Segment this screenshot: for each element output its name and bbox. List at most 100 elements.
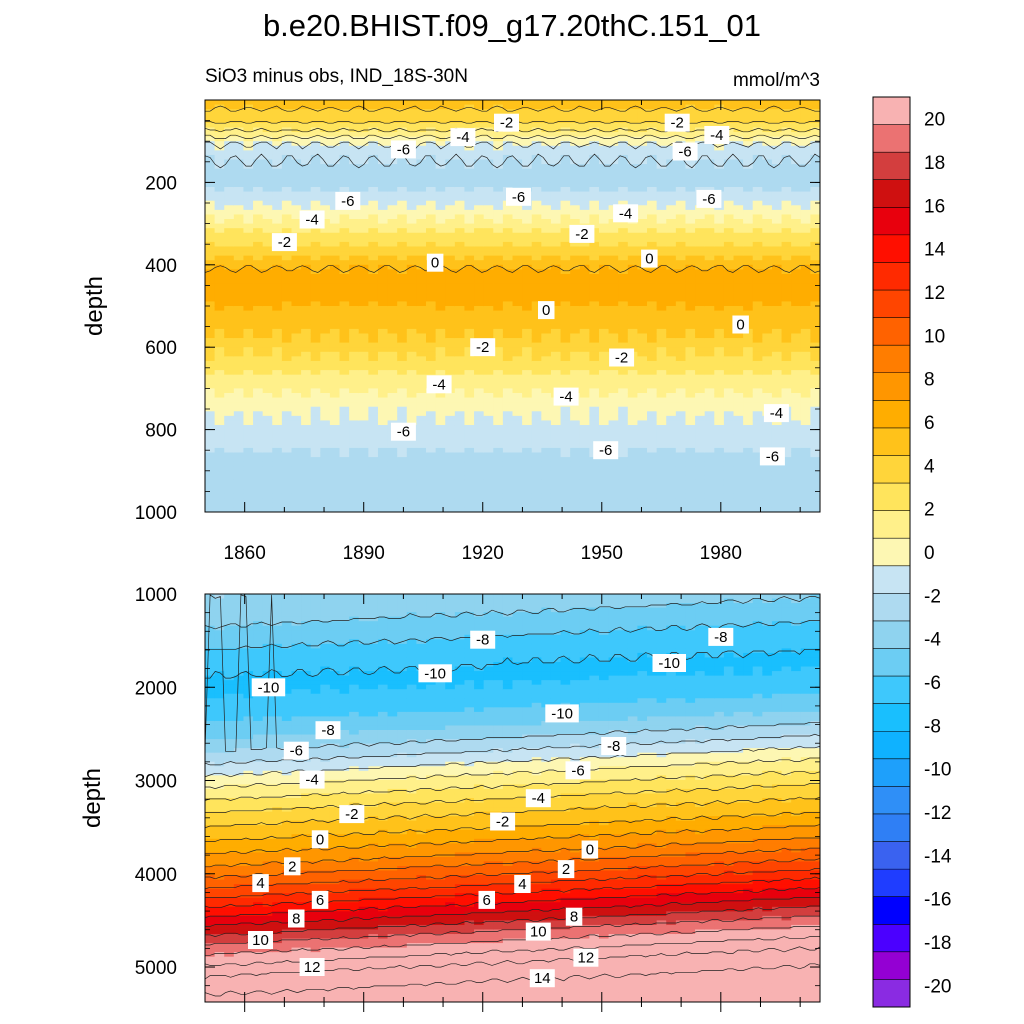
contour-cell	[550, 168, 562, 174]
contour-cell	[714, 177, 725, 183]
contour-cell	[445, 429, 456, 435]
contour-cell	[310, 379, 321, 385]
contour-cell	[339, 292, 350, 298]
contour-cell	[483, 241, 494, 248]
contour-cell	[666, 205, 677, 211]
contour-cell	[579, 310, 590, 316]
contour-cell	[397, 104, 408, 110]
contour-cell	[214, 200, 225, 206]
contour-cell	[406, 223, 418, 229]
contour-cell	[243, 479, 254, 486]
contour-cell	[358, 406, 369, 412]
contour-cell	[233, 301, 245, 307]
contour-cell	[560, 191, 571, 197]
contour-cell	[387, 113, 398, 119]
contour-cell	[397, 470, 408, 476]
contour-cell	[445, 466, 456, 472]
contour-cell	[291, 186, 302, 193]
contour-cell	[253, 122, 264, 129]
contour-cell	[579, 182, 590, 188]
contour-cell	[493, 177, 504, 183]
contour-cell	[445, 438, 456, 444]
contour-cell	[598, 498, 610, 504]
contour-cell	[474, 457, 485, 463]
contour-cell	[723, 292, 735, 298]
contour-cell	[512, 502, 523, 509]
contour-cell	[349, 388, 360, 394]
contour-cell	[666, 145, 677, 151]
contour-cell	[483, 493, 494, 499]
contour-cell	[435, 507, 446, 512]
contour-cell	[579, 415, 590, 422]
contour-cell	[666, 100, 677, 106]
contour-cell	[579, 273, 590, 280]
contour-cell	[627, 136, 639, 142]
contour-cell	[627, 241, 639, 248]
contour-cell	[522, 296, 533, 303]
contour-cell	[253, 127, 264, 133]
contour-cell	[598, 118, 610, 124]
contour-cell	[637, 484, 648, 490]
contour-cell	[474, 498, 485, 504]
contour-cell	[531, 434, 542, 440]
contour-cell	[685, 228, 696, 234]
contour-cell	[416, 411, 427, 417]
contour-cell	[570, 489, 581, 495]
contour-cell	[253, 356, 264, 362]
contour-cell	[329, 246, 341, 252]
contour-cell	[224, 402, 235, 408]
contour-cell	[310, 406, 321, 412]
contour-cell	[406, 484, 418, 490]
contour-cell	[349, 452, 360, 458]
contour-cell	[358, 434, 369, 440]
contour-cell	[454, 173, 466, 179]
contour-cell	[704, 214, 715, 220]
contour-cell	[618, 475, 629, 481]
contour-cell	[704, 333, 715, 339]
contour-cell	[358, 168, 369, 174]
contour-cell	[550, 237, 562, 243]
contour-cell	[714, 159, 725, 165]
contour-cell	[435, 502, 446, 509]
contour-cell	[647, 296, 658, 303]
contour-cell	[339, 241, 350, 248]
contour-cell	[387, 177, 398, 183]
contour-cell	[695, 319, 706, 325]
contour-cell	[397, 315, 408, 321]
contour-cell	[464, 370, 475, 376]
contour-cell	[656, 429, 667, 435]
contour-cell	[647, 351, 658, 357]
contour-cell	[647, 209, 658, 216]
contour-cell	[272, 379, 283, 385]
contour-cell	[474, 177, 485, 183]
contour-cell	[531, 196, 542, 202]
contour-cell	[474, 255, 485, 261]
contour-cell	[397, 164, 408, 170]
contour-cell	[522, 470, 533, 476]
contour-cell	[579, 118, 590, 124]
contour-cell	[579, 154, 590, 161]
contour-cell	[426, 402, 437, 408]
contour-cell	[695, 388, 706, 394]
contour-cell	[522, 370, 533, 376]
contour-cell	[291, 182, 302, 188]
contour-cell	[695, 301, 706, 307]
contour-cell	[349, 360, 360, 367]
contour-cell	[723, 186, 735, 193]
contour-cell	[310, 200, 321, 206]
contour-cell	[589, 470, 600, 476]
contour-cell	[397, 191, 408, 197]
contour-cell	[598, 237, 610, 243]
contour-cell	[512, 470, 523, 476]
contour-cell	[666, 269, 677, 275]
contour-cell	[723, 191, 735, 197]
contour-cell	[483, 132, 494, 138]
contour-cell	[272, 283, 283, 289]
contour-cell	[243, 484, 254, 490]
contour-cell	[301, 392, 312, 399]
contour-cell	[445, 315, 456, 321]
contour-cell	[695, 351, 706, 357]
contour-cell	[656, 246, 667, 252]
contour-cell	[714, 306, 725, 312]
contour-cell	[618, 264, 629, 270]
